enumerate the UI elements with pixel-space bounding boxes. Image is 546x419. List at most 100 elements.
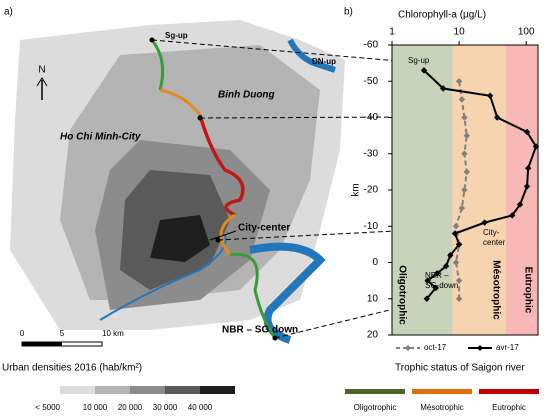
trophic-band — [392, 45, 453, 335]
status-label: Mésotrophic — [420, 403, 464, 412]
river-segment — [150, 39, 165, 91]
data-point — [452, 259, 460, 266]
data-point — [509, 212, 516, 219]
place-label: Binh Duong — [218, 90, 275, 101]
place-label: NBR – SG down — [222, 325, 298, 336]
y-tick-label: -50 — [364, 76, 379, 87]
river-segment — [198, 114, 245, 217]
data-point — [424, 277, 431, 284]
y-tick-label: -20 — [364, 185, 379, 196]
data-point — [461, 186, 468, 194]
status-label: Oligotrophic — [354, 403, 397, 412]
legend-label: 20 000 — [118, 403, 143, 412]
data-point — [461, 114, 468, 121]
data-point — [442, 262, 450, 270]
data-point — [451, 230, 459, 237]
data-point — [532, 143, 540, 150]
data-point — [463, 168, 470, 176]
pointer — [209, 230, 237, 241]
legend-swatch — [60, 386, 95, 394]
map-region — [150, 215, 210, 262]
legend-label: 30 000 — [153, 403, 178, 412]
status-label: Eutrophic — [492, 403, 526, 412]
river-segment — [159, 88, 202, 116]
legend-label: avr-17 — [496, 343, 519, 352]
river-segment — [219, 213, 236, 256]
data-point — [463, 132, 470, 139]
data-point — [455, 241, 463, 248]
panel-label: a) — [4, 7, 13, 18]
legend-label: < 5000 — [35, 403, 60, 412]
band-label: Mésotrophic — [490, 260, 501, 320]
data-point — [440, 85, 447, 92]
data-point — [455, 277, 463, 284]
legend-label: 10 000 — [83, 403, 108, 412]
river-segment — [229, 252, 277, 339]
legend-marker — [405, 345, 411, 351]
data-point — [486, 92, 494, 99]
x-tick-label: 10 — [454, 27, 466, 38]
y-axis-label: km — [351, 183, 362, 196]
data-point — [433, 270, 441, 277]
trophic-band — [505, 45, 538, 335]
panel-label: b) — [344, 7, 353, 18]
annotation: center — [483, 238, 506, 247]
y-tick-label: -40 — [364, 112, 379, 123]
data-point — [523, 128, 531, 136]
legend-title: Urban densities 2016 (hab/km²) — [2, 363, 142, 374]
data-point — [494, 114, 501, 121]
legend-label: oct-17 — [424, 343, 447, 352]
annotation: NBR – — [425, 271, 449, 280]
legend-marker — [477, 345, 483, 351]
legend-swatch — [130, 386, 165, 394]
legend-label: 40 000 — [188, 403, 213, 412]
legend-swatch — [200, 386, 235, 394]
scale-label: 0 — [20, 329, 25, 338]
scale-bar — [22, 342, 62, 346]
data-point — [524, 165, 532, 172]
x-tick-label: 100 — [518, 27, 535, 38]
band-label: Eutrophic — [522, 267, 533, 314]
legend-swatch — [95, 386, 130, 394]
data-point — [420, 67, 428, 74]
data-point — [458, 204, 466, 212]
status-swatch — [479, 389, 539, 394]
north-arrow — [36, 77, 48, 87]
place-label: DN-up — [312, 57, 336, 66]
status-swatch — [412, 389, 472, 394]
connectors — [151, 39, 416, 339]
data-point — [458, 96, 466, 103]
data-point — [447, 252, 454, 259]
data-point — [481, 219, 488, 226]
place-label: Sg-up — [165, 31, 188, 40]
y-tick-label: -10 — [364, 221, 379, 232]
annotation: City- — [483, 228, 500, 237]
y-tick-label: 10 — [367, 293, 379, 304]
place-label: City-center — [238, 223, 290, 234]
river — [287, 38, 336, 73]
scale-label: 10 km — [102, 329, 124, 338]
data-point — [516, 201, 524, 208]
data-point — [523, 183, 531, 190]
annotation: SG-down — [425, 281, 458, 290]
data-point — [423, 295, 430, 302]
band-label: Oligotrophic — [396, 265, 407, 325]
annotation: Sg-up — [408, 56, 430, 65]
north-label: N — [38, 65, 45, 76]
data-point — [455, 78, 463, 85]
status-title: Trophic status of Saigon river — [395, 363, 525, 374]
y-tick-label: -30 — [364, 148, 379, 159]
data-point — [461, 150, 468, 157]
data-point — [455, 295, 463, 302]
scale-label: 5 — [60, 329, 65, 338]
y-tick-label: 0 — [372, 257, 378, 268]
legend-swatch — [165, 386, 200, 394]
y-tick-label: -60 — [364, 40, 379, 51]
data-point — [432, 284, 440, 292]
status-swatch — [345, 389, 405, 394]
chart-title: Chlorophyll-a (µg/L) — [398, 10, 486, 21]
map — [10, 20, 416, 347]
y-tick-label: 20 — [367, 330, 379, 341]
place-label: Ho Chi Minh-City — [60, 132, 141, 143]
